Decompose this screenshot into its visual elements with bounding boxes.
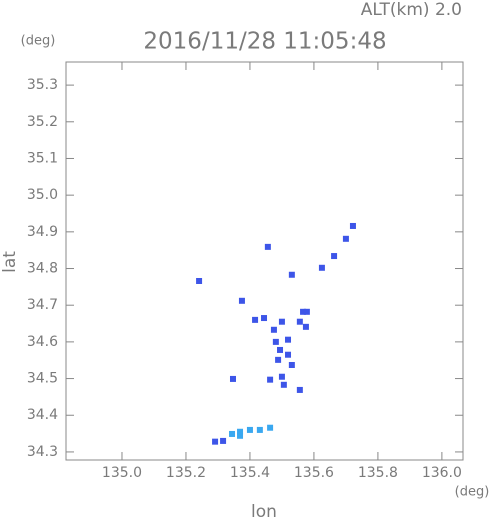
echo-point (277, 346, 284, 353)
y-unit: (deg) (21, 34, 56, 49)
echo-point (285, 351, 292, 358)
y-tick-label: 35.1 (27, 150, 58, 166)
echo-point (278, 373, 285, 380)
echo-point (237, 432, 244, 439)
plot-frame (65, 61, 464, 461)
echo-point (278, 318, 285, 325)
x-tick-label: 135.2 (166, 465, 206, 481)
echo-point (246, 426, 253, 433)
x-tick-label: 135.0 (102, 465, 142, 481)
echo-point (212, 438, 219, 445)
y-tick-label: 35.3 (27, 77, 58, 93)
echo-point (318, 264, 325, 271)
echo-point (296, 318, 303, 325)
echo-point (261, 315, 268, 322)
echo-point (302, 323, 309, 330)
y-tick-label: 34.8 (27, 261, 58, 277)
echo-point (220, 437, 227, 444)
echo-point (280, 381, 287, 388)
echo-point (300, 308, 307, 315)
echo-point (229, 430, 236, 437)
echo-point (272, 338, 279, 345)
echo-point (237, 428, 244, 435)
echo-point (270, 326, 277, 333)
echo-point (285, 336, 292, 343)
echo-point (229, 375, 236, 382)
x-tick-label: 136.0 (422, 465, 462, 481)
echo-point (256, 426, 263, 433)
y-tick-label: 34.9 (27, 224, 58, 240)
y-tick-label: 34.6 (27, 334, 58, 350)
echo-point (275, 356, 282, 363)
echo-point (267, 424, 274, 431)
y-tick-label: 35.0 (27, 187, 58, 203)
y-tick-label: 34.4 (27, 407, 58, 423)
annotation: ALT(km) 2.0 (361, 0, 462, 20)
echo-point (303, 308, 310, 315)
echo-point (267, 376, 274, 383)
y-tick-label: 35.2 (27, 114, 58, 130)
echo-point (288, 271, 295, 278)
echo-point (331, 253, 338, 260)
echo-point (264, 243, 271, 250)
x-unit: (deg) (455, 485, 490, 500)
x-tick-label: 135.6 (294, 465, 334, 481)
echo-point (349, 222, 356, 229)
echo-point (342, 235, 349, 242)
chart-title: 2016/11/28 11:05:48 (143, 29, 386, 55)
y-tick-label: 34.7 (27, 297, 58, 313)
x-tick-label: 135.8 (358, 465, 398, 481)
echo-point (288, 361, 295, 368)
echo-point (196, 277, 203, 284)
echo-point (238, 297, 245, 304)
y-tick-label: 34.3 (27, 444, 58, 460)
x-tick-label: 135.4 (230, 465, 270, 481)
y-tick-label: 34.5 (27, 371, 58, 387)
echo-point (252, 316, 259, 323)
x-axis-label: lon (251, 502, 277, 521)
y-axis-label: lat (0, 251, 20, 273)
echo-point (296, 386, 303, 393)
